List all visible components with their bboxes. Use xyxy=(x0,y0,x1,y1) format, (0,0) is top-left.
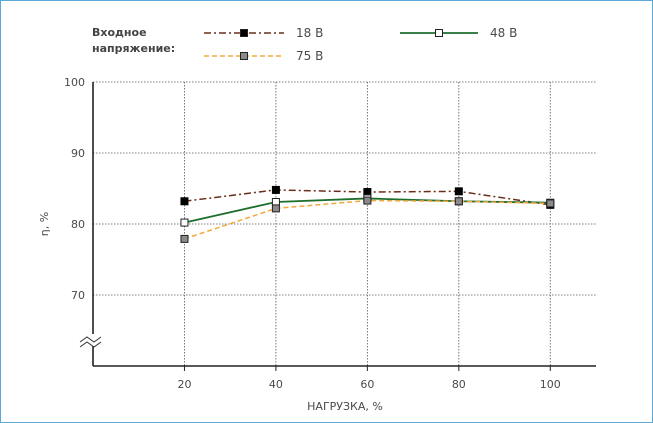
data-point-series-2 xyxy=(180,218,189,227)
legend-label-3: 75 В xyxy=(296,49,323,63)
data-point-series-3 xyxy=(454,197,463,206)
x-tick-labels: 20 40 60 80 100 xyxy=(177,378,560,391)
y-tick-label: 80 xyxy=(71,218,85,231)
gridlines xyxy=(93,81,596,371)
data-point-series-1 xyxy=(271,185,280,194)
data-point-series-3 xyxy=(363,196,372,205)
x-tick-label: 60 xyxy=(360,378,374,391)
y-tick-labels: 70 80 90 100 xyxy=(64,76,85,302)
data-point-series-1 xyxy=(180,197,189,206)
y-tick-label: 90 xyxy=(71,147,85,160)
legend-marker-1 xyxy=(240,29,248,37)
x-tick-label: 40 xyxy=(269,378,283,391)
legend-marker-2 xyxy=(435,29,443,37)
x-tick-label: 20 xyxy=(177,378,191,391)
legend-marker-3 xyxy=(240,52,248,60)
data-point-series-1 xyxy=(454,187,463,196)
legend-label-1: 18 В xyxy=(296,26,323,40)
series-group xyxy=(180,185,555,243)
data-point-series-3 xyxy=(180,234,189,243)
y-axis-title: η, % xyxy=(38,212,51,236)
legend-title-line-2: напряжение: xyxy=(92,42,175,55)
axis-break-icon xyxy=(78,334,108,348)
x-tick-label: 100 xyxy=(540,378,561,391)
x-tick-label: 80 xyxy=(452,378,466,391)
legend-label-2: 48 В xyxy=(490,26,517,40)
y-tick-label: 70 xyxy=(71,289,85,302)
data-point-series-3 xyxy=(546,199,555,208)
x-axis-title: НАГРУЗКА, % xyxy=(307,400,383,413)
y-tick-label: 100 xyxy=(64,76,85,89)
data-point-series-3 xyxy=(271,204,280,213)
legend: Входное напряжение: 18 В 48 В 75 В xyxy=(92,26,517,63)
legend-title-line-1: Входное xyxy=(92,26,147,39)
